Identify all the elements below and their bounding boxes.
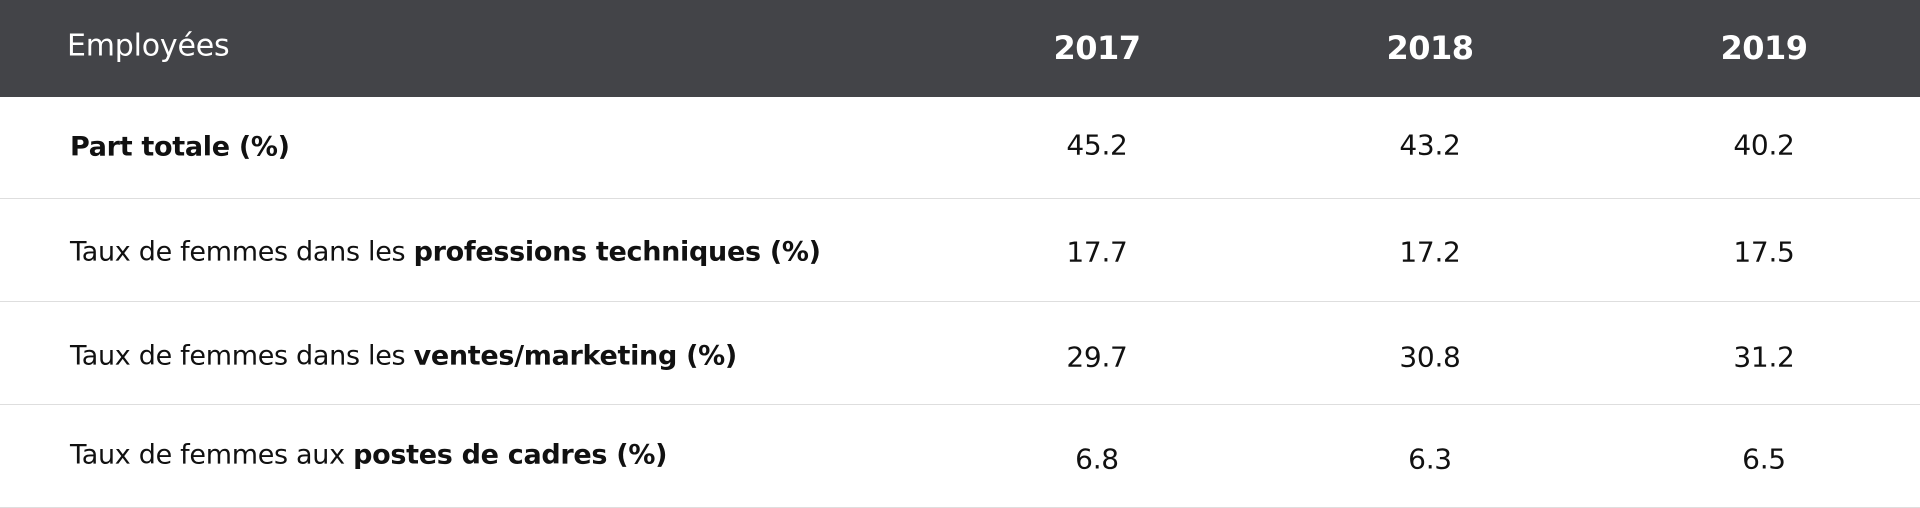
table-row: Part totale (%) 45.2 43.2 40.2 xyxy=(0,97,1920,199)
cell-value: 6.5 xyxy=(1742,442,1786,476)
header-year-2018: 2018 xyxy=(1386,29,1474,67)
cell-value: 17.5 xyxy=(1733,235,1795,269)
table-row: Taux de femmes aux postes de cadres (%) … xyxy=(0,405,1920,508)
row-label: Taux de femmes dans les ventes/marketing… xyxy=(70,340,737,372)
cell-value: 45.2 xyxy=(1066,128,1128,162)
table-row: Taux de femmes dans les ventes/marketing… xyxy=(0,302,1920,405)
cell-value: 17.7 xyxy=(1066,235,1128,269)
cell-value: 6.3 xyxy=(1408,442,1452,476)
header-year-2019: 2019 xyxy=(1720,29,1808,67)
cell-value: 43.2 xyxy=(1399,128,1461,162)
header-year-2017: 2017 xyxy=(1053,29,1141,67)
table-header: Employées 2017 2018 2019 xyxy=(0,0,1920,97)
cell-value: 40.2 xyxy=(1733,128,1795,162)
row-label: Part totale (%) xyxy=(70,131,290,163)
row-label: Taux de femmes dans les professions tech… xyxy=(70,236,821,268)
cell-value: 30.8 xyxy=(1399,340,1461,374)
cell-value: 29.7 xyxy=(1066,340,1128,374)
row-label: Taux de femmes aux postes de cadres (%) xyxy=(70,439,668,471)
table-row: Taux de femmes dans les professions tech… xyxy=(0,199,1920,302)
header-label: Employées xyxy=(67,28,230,64)
cell-value: 17.2 xyxy=(1399,235,1461,269)
cell-value: 31.2 xyxy=(1733,340,1795,374)
cell-value: 6.8 xyxy=(1075,442,1119,476)
